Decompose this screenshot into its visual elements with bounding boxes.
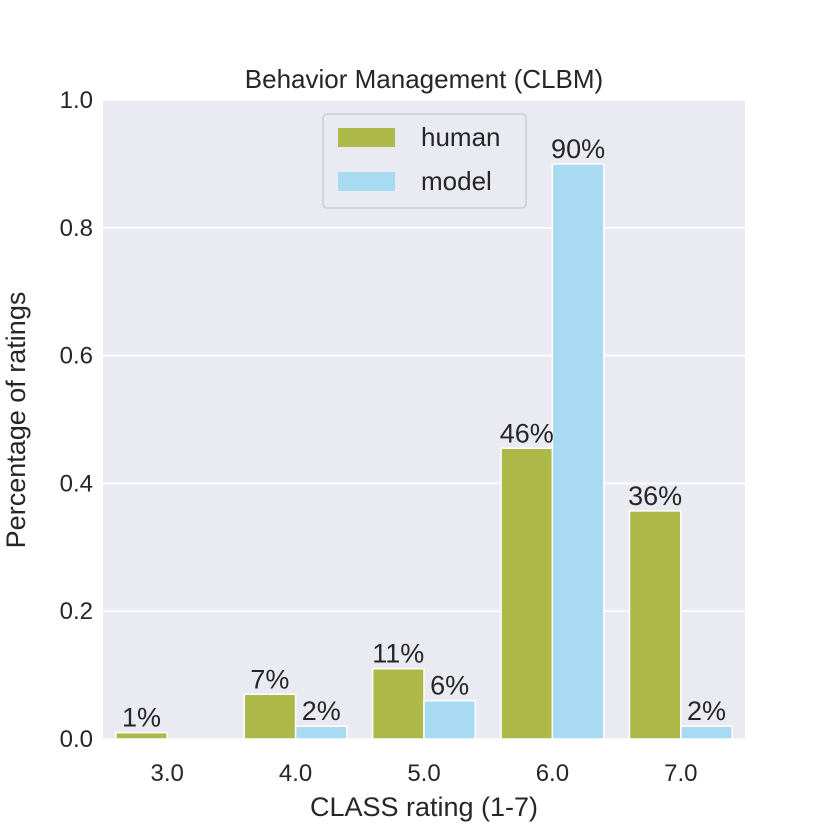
x-axis-label: CLASS rating (1-7): [310, 792, 538, 822]
y-tick-label: 1.0: [60, 87, 93, 114]
bar-human-4.0: [243, 693, 297, 740]
x-tick-label: 5.0: [407, 760, 440, 787]
x-tick-labels: 3.0 4.0 5.0 6.0 7.0: [151, 760, 698, 787]
bar-human-3.0: [115, 731, 168, 740]
bar-model-5.0: [423, 699, 477, 740]
bar-label-human-3.0: 1%: [122, 703, 161, 733]
bar-label-human-7.0: 36%: [628, 481, 682, 511]
chart-title: Behavior Management (CLBM): [245, 64, 603, 94]
bar-label-model-5.0: 6%: [430, 671, 469, 701]
y-tick-label: 0.2: [60, 598, 93, 625]
bar-label-human-5.0: 11%: [372, 639, 424, 669]
y-tick-label: 0.8: [60, 215, 93, 242]
bar-label-model-4.0: 2%: [302, 696, 341, 726]
bar-human-5.0: [371, 667, 425, 740]
legend-swatch-human: [338, 128, 395, 147]
y-tick-label: 0.0: [60, 726, 93, 753]
y-tick-labels: 0.0 0.2 0.4 0.6 0.8 1.0: [60, 87, 93, 753]
bar-label-model-6.0: 90%: [551, 134, 605, 164]
legend-swatch-model: [338, 172, 395, 191]
x-tick-label: 7.0: [664, 760, 697, 787]
legend-label-human: human: [421, 122, 501, 152]
bar-label-human-4.0: 7%: [250, 664, 289, 694]
x-tick-label: 6.0: [536, 760, 569, 787]
bar-model-7.0: [680, 725, 733, 740]
bar-model-6.0: [551, 163, 605, 740]
gridlines: [103, 99, 745, 740]
y-axis-label: Percentage of ratings: [1, 292, 31, 549]
bar-labels: 1% 7% 2% 11%6% 46% 90% 36% 2%: [122, 134, 726, 733]
x-tick-label: 4.0: [279, 760, 312, 787]
bar-model-4.0: [294, 725, 348, 740]
bar-human-6.0: [500, 447, 554, 740]
x-tick-label: 3.0: [151, 760, 184, 787]
bar-human-7.0: [628, 510, 682, 740]
legend-label-model: model: [421, 166, 492, 196]
y-tick-label: 0.6: [60, 343, 93, 370]
bars: [115, 163, 733, 740]
legend: human model: [322, 113, 527, 209]
bar-label-model-7.0: 2%: [687, 696, 726, 726]
y-tick-label: 0.4: [60, 470, 93, 497]
bar-label-human-6.0: 46%: [500, 418, 554, 448]
